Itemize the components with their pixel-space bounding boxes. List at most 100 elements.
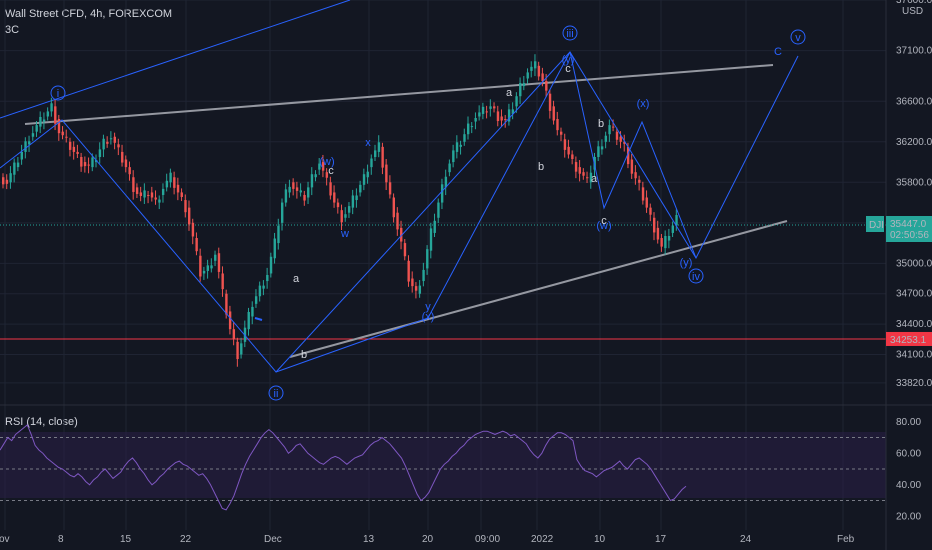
wave-label-i-circle — [50, 85, 66, 101]
candle-body — [113, 136, 116, 143]
wave-label-b2: b — [598, 118, 604, 130]
candle-body — [649, 207, 652, 215]
wave-label-x-paren: (x) — [422, 311, 435, 323]
candle-body — [388, 182, 392, 195]
wave-label-iii: iii — [566, 28, 573, 40]
support-price-text: 34253.1 — [890, 335, 927, 346]
wave-label-w-paren: (w) — [319, 156, 334, 168]
candle-body — [422, 269, 425, 282]
candle-body — [28, 141, 31, 145]
candle-body — [586, 177, 589, 179]
candle-body — [214, 254, 217, 261]
candle-body — [240, 343, 243, 355]
candle-body — [173, 177, 176, 188]
candle-body — [574, 162, 578, 172]
candle-body — [507, 109, 511, 122]
price-tick-label: 35800.0 — [896, 177, 932, 188]
candle-body — [184, 200, 187, 213]
wave-label-ii: ii — [274, 388, 279, 400]
chart-title: Wall Street CFD, 4h, FOREXCOM — [5, 8, 173, 20]
wave-label-iv-circle — [688, 268, 704, 284]
candle-body — [377, 142, 381, 152]
candle-body — [634, 172, 637, 179]
price-tick-label: 37600.0 — [896, 0, 932, 6]
candle-body — [169, 172, 172, 183]
candle-body — [318, 163, 321, 170]
candle-body — [310, 174, 314, 188]
candle-body — [180, 192, 183, 197]
candle-body — [530, 66, 533, 71]
candle-body — [478, 112, 481, 117]
candle-body — [455, 142, 459, 152]
candle-body — [496, 111, 500, 122]
candle-body — [608, 125, 611, 135]
candle-body — [411, 278, 414, 287]
candle-body — [560, 131, 563, 135]
candle-body — [50, 103, 53, 112]
candle-body — [359, 184, 362, 193]
candle-body — [336, 202, 340, 208]
candle-body — [515, 96, 518, 107]
rsi-tick-label: 20.00 — [896, 511, 921, 522]
time-tick-label: 10 — [594, 534, 606, 545]
candle-body — [39, 116, 42, 127]
trendlines — [0, 0, 886, 358]
candle-body — [16, 162, 20, 168]
wave-label-x2: (x) — [637, 98, 650, 110]
wave-label-i: i — [57, 88, 59, 100]
price-tick-label: 34700.0 — [896, 289, 932, 300]
candle-body — [392, 197, 395, 218]
time-tick-label: ov — [0, 534, 10, 545]
candle-body — [266, 274, 269, 282]
candle-body — [176, 184, 180, 193]
candle-body — [374, 150, 377, 157]
price-candles — [2, 54, 678, 367]
time-tick-label: 22 — [180, 534, 192, 545]
price-tick-label: 37100.0 — [896, 46, 932, 57]
time-tick-label: 8 — [58, 534, 64, 545]
wave-label-y-paren-top: (y) — [562, 54, 575, 66]
wave-label-a: a — [293, 273, 300, 285]
candle-body — [288, 186, 291, 193]
candle-body — [619, 136, 622, 142]
candle-body — [664, 235, 667, 249]
candle-body — [414, 286, 418, 291]
time-tick-label: 09:00 — [475, 534, 500, 545]
candle-body — [381, 146, 384, 168]
candle-body — [98, 149, 102, 157]
candle-body — [284, 189, 288, 203]
candle-body — [418, 285, 422, 294]
candle-body — [638, 179, 641, 183]
candle-body — [295, 187, 299, 191]
candle-body — [467, 123, 470, 135]
candle-body — [292, 182, 295, 189]
price-tick-label: 34400.0 — [896, 319, 932, 330]
time-tick-label: 15 — [120, 534, 132, 545]
candle-body — [645, 197, 648, 208]
price-tick-label: 35000.0 — [896, 258, 932, 269]
candle-body — [671, 225, 674, 233]
candle-body — [195, 238, 198, 252]
time-tick-label: 13 — [363, 534, 375, 545]
candle-body — [128, 167, 131, 175]
candle-body — [236, 341, 239, 360]
candle-body — [80, 156, 83, 167]
current-price-text: 35447.0 — [890, 219, 927, 230]
candle-body — [426, 249, 429, 269]
candle-body — [61, 131, 64, 136]
candle-body — [46, 111, 50, 117]
candle-body — [511, 109, 515, 114]
candle-body — [452, 150, 455, 163]
candle-body — [537, 65, 541, 77]
wave-label-ii-circle — [268, 385, 284, 401]
candle-body — [541, 73, 544, 82]
candle-body — [333, 192, 336, 203]
candle-body — [385, 164, 388, 183]
candle-body — [545, 81, 548, 91]
candle-body — [109, 138, 113, 140]
rsi-band — [0, 432, 886, 498]
wave-label-y: y — [425, 301, 431, 313]
countdown-text: 02:50:56 — [890, 230, 929, 241]
primary-wave-path — [0, 51, 799, 373]
